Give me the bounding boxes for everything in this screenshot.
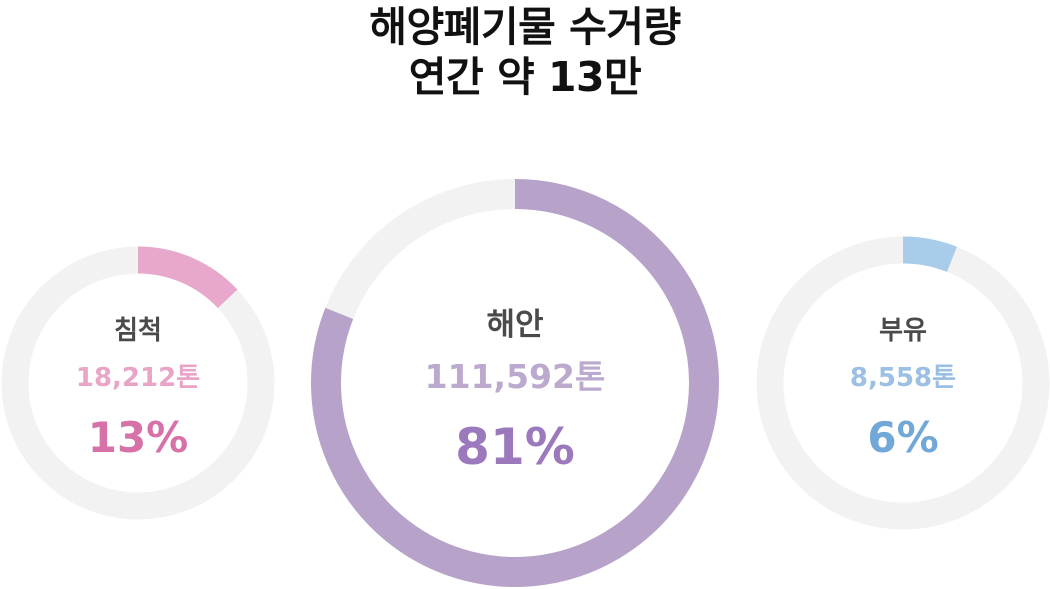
donut-arc xyxy=(902,236,957,273)
donut-percent-label: 81% xyxy=(455,418,575,476)
donut-percent-label: 6% xyxy=(867,413,938,462)
donut-arc xyxy=(137,246,238,309)
donut-arc xyxy=(311,179,719,587)
chart-title-line-1: 해양폐기물 수거량 xyxy=(369,3,681,51)
donut-category-label: 부유 xyxy=(879,316,927,346)
donut-2: 해안 111,592톤 81% xyxy=(311,179,719,587)
donut-value-label: 111,592톤 xyxy=(425,357,606,396)
donut-category-label: 해안 xyxy=(486,307,543,343)
donut-value-label: 18,212톤 xyxy=(76,363,200,393)
donut-3: 부유 8,558톤 6% xyxy=(756,236,1050,530)
donut-category-label: 침척 xyxy=(114,316,162,346)
donut-value-label: 8,558톤 xyxy=(850,363,956,393)
chart-title: 해양폐기물 수거량 연간 약 13만 xyxy=(0,2,1050,102)
donut-percent-label: 13% xyxy=(88,413,189,462)
chart-title-line-2: 연간 약 13만 xyxy=(408,53,642,101)
donut-1: 침척 18,212톤 13% xyxy=(1,246,275,520)
